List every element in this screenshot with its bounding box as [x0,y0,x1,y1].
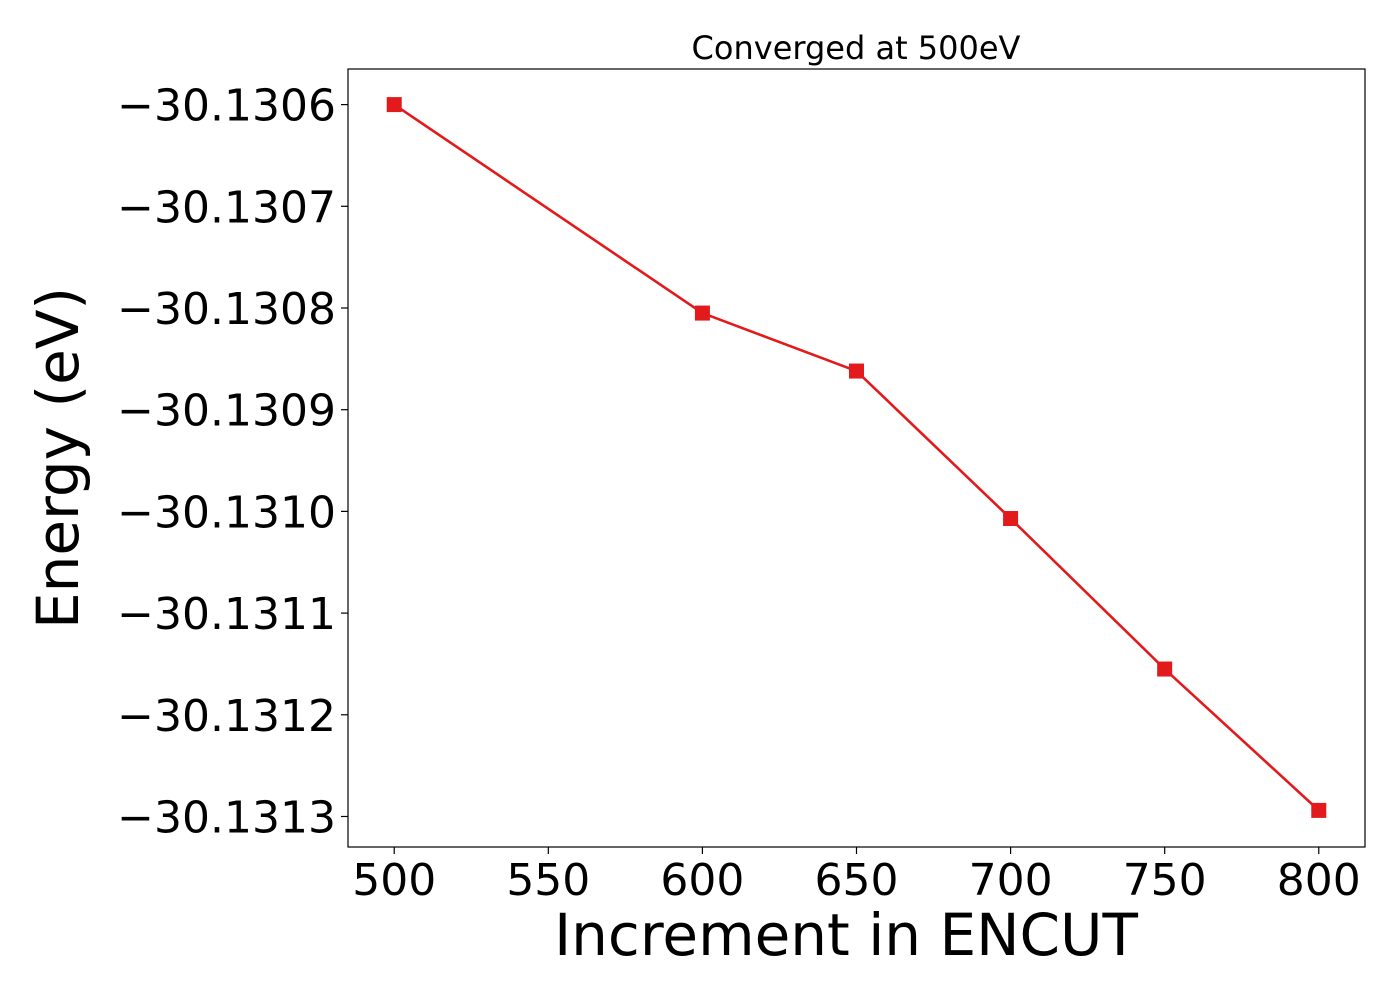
plot-area: 500 550 600 650 700 750 800 −30.1306 −30.1307 −30… [117,68,1366,906]
y-tick-label: −30.1309 [117,386,336,437]
data-point-marker [1003,511,1019,527]
y-axis-title: Energy (eV) [24,287,92,629]
x-tick-label: 600 [660,855,744,906]
y-tick-label: −30.1313 [117,792,336,843]
y-tick-label: −30.1311 [117,589,336,640]
y-tick-label: −30.1307 [117,182,336,233]
x-tick-label: 500 [352,855,436,906]
x-tick-label: 750 [1123,855,1207,906]
data-point-marker [1157,661,1173,677]
y-tick-label: −30.1308 [117,284,336,335]
chart-title: Converged at 500eV [692,29,1021,67]
y-tick-label: −30.1306 [117,81,336,132]
data-point-marker [386,97,402,113]
data-point-marker [694,305,710,321]
data-point-marker [849,363,864,379]
data-point-marker [1311,802,1327,818]
x-tick-label: 650 [815,855,899,906]
x-tick-label: 550 [506,855,590,906]
x-tick-label: 800 [1277,855,1361,906]
x-axis-title: Increment in ENCUT [554,901,1138,969]
plot-frame [347,68,1366,848]
series-line [393,103,1320,812]
x-tick-label: 700 [969,855,1053,906]
y-tick-label: −30.1310 [117,487,336,538]
y-tick-label: −30.1312 [117,691,336,742]
